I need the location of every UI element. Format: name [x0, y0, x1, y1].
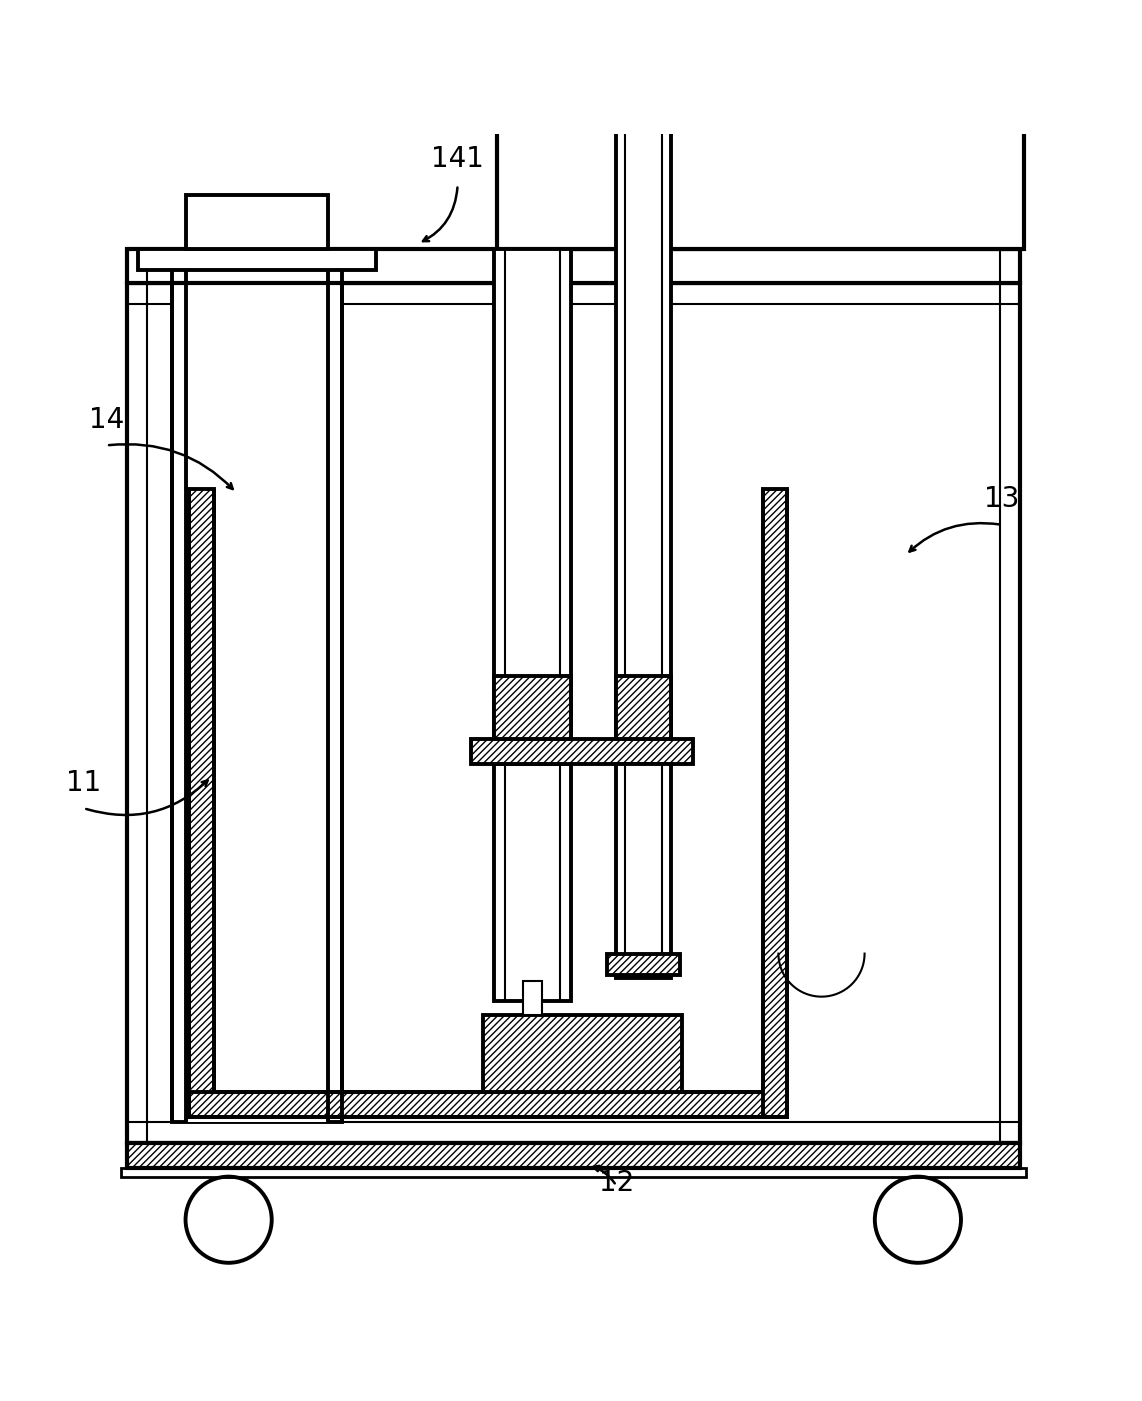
Bar	[127, 283, 1020, 1143]
Bar	[493, 249, 571, 738]
Bar	[523, 981, 541, 1014]
Bar	[505, 764, 560, 954]
Bar	[127, 1143, 1020, 1167]
Bar	[185, 195, 329, 249]
Bar	[121, 1167, 1026, 1177]
Bar	[185, 249, 329, 1122]
Bar	[472, 738, 693, 764]
Bar	[127, 249, 1020, 283]
Bar	[138, 249, 376, 270]
Bar	[493, 677, 571, 738]
Bar	[172, 249, 341, 1122]
Text: 14: 14	[89, 406, 123, 434]
Text: 13: 13	[984, 485, 1020, 513]
Bar	[617, 764, 670, 978]
Bar	[483, 1014, 682, 1091]
Bar	[763, 489, 788, 1117]
Text: 11: 11	[66, 769, 102, 797]
Bar	[489, 1009, 676, 1014]
Bar	[497, 99, 1024, 249]
Bar	[617, 677, 670, 738]
Text: 141: 141	[432, 146, 484, 174]
Bar	[493, 764, 571, 1000]
Text: 12: 12	[598, 1168, 634, 1196]
Bar	[188, 1091, 788, 1117]
Bar	[617, 99, 670, 738]
Bar	[608, 954, 679, 975]
Bar	[214, 489, 763, 1091]
Bar	[188, 489, 214, 1117]
